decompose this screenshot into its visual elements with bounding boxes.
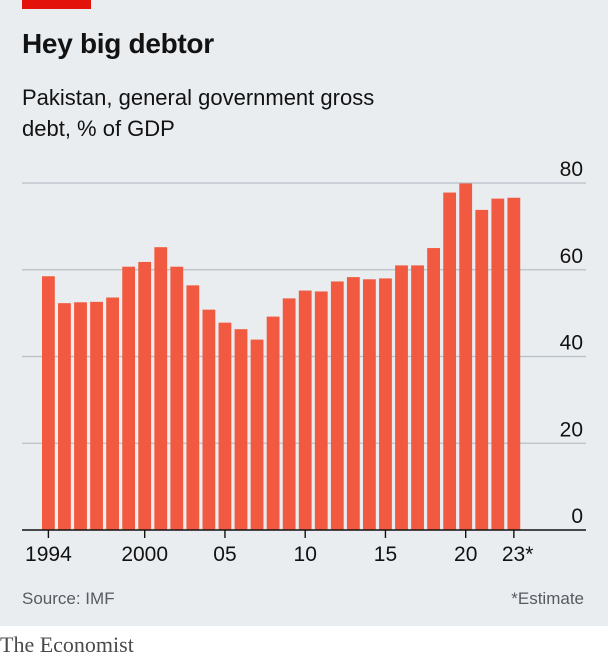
bar [234,329,248,530]
chart-title: Hey big debtor [22,28,214,59]
bar [330,281,344,530]
source-note: Source: IMF [22,589,115,608]
bar [298,290,312,530]
bar [186,285,200,530]
y-tick-label: 80 [560,158,583,181]
bar [443,192,457,531]
bar [427,248,440,530]
bar [250,339,264,530]
bar [138,261,152,530]
x-tick-label: 23* [502,543,534,566]
bar-chart: 0 20 40 60 80 1994 2000 05 10 15 20 23* [22,158,586,566]
publisher-brand: The Economist [0,632,134,657]
bar [58,303,71,530]
y-tick-label: 60 [560,245,583,268]
bar [314,291,328,530]
bar [42,276,55,530]
bar [122,266,136,530]
bar [507,197,521,530]
bar [266,316,280,530]
bar [475,209,489,530]
chart-card: Hey big debtor Pakistan, general governm… [0,0,608,626]
bar [282,298,296,530]
bar [218,322,232,530]
bar [74,302,87,530]
bar [90,301,103,530]
bar [459,183,473,530]
x-tick-label: 15 [374,543,397,566]
x-tick-label: 2000 [121,543,168,566]
brand-red-tag [22,0,91,9]
bar [170,266,184,530]
bar [106,297,119,530]
bar [346,277,360,530]
x-tick-label: 20 [454,543,477,566]
y-tick-label: 20 [560,418,583,441]
bar [491,198,505,531]
x-tick-label: 10 [294,543,317,566]
y-tick-label: 0 [571,505,583,528]
x-tick-label: 05 [213,543,236,566]
estimate-note: *Estimate [511,589,584,608]
x-tick-label: 1994 [25,543,72,566]
bar [411,265,424,530]
bar [363,279,376,530]
bar [379,278,392,530]
chart-subtitle: Pakistan, general government gross debt,… [22,85,375,141]
bar [395,265,408,530]
bar [202,309,216,530]
y-tick-label: 40 [560,332,583,355]
bar [154,247,168,530]
